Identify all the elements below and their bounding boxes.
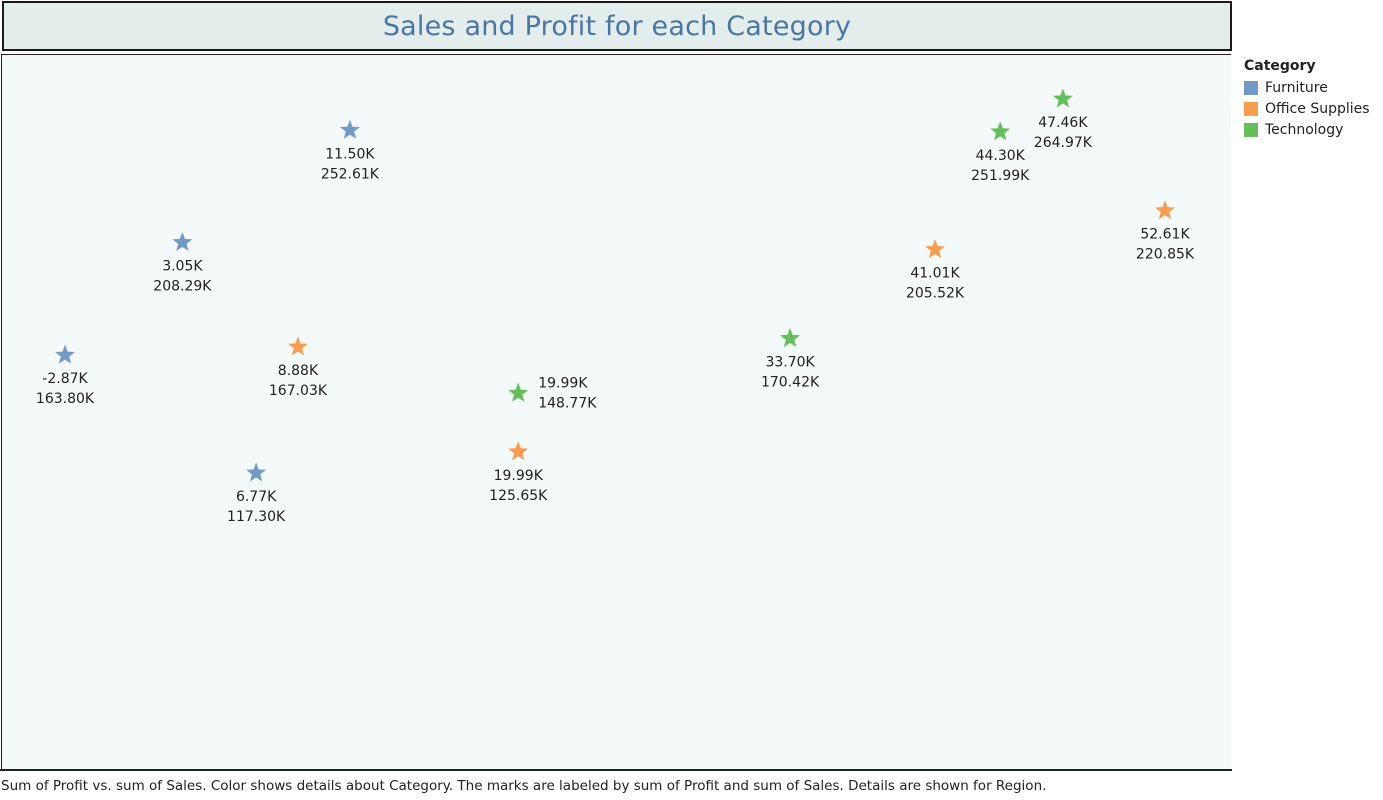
point-label-profit-10: 44.30K [976, 148, 1026, 164]
point-star-technology-11[interactable] [1052, 88, 1073, 108]
scatter-chart: -2.87K 163.80K 3.05K 208.29K 11.50K 252.61K 6.… [36, 88, 1195, 525]
point-label-profit-9: 33.70K [765, 354, 815, 370]
legend-item-office-supplies[interactable]: Office Supplies [1244, 98, 1383, 119]
point-label-sales-9: 170.42K [761, 374, 820, 390]
point-label-sales-10: 251.99K [971, 168, 1030, 184]
point-star-technology-10[interactable] [990, 121, 1011, 141]
legend-swatch-technology [1244, 122, 1258, 137]
legend-swatch-furniture [1244, 80, 1258, 95]
point-star-office-supplies-6[interactable] [925, 239, 945, 259]
point-star-furniture-0[interactable] [55, 344, 75, 364]
point-label-profit-3: 6.77K [236, 489, 277, 505]
plot-area[interactable] [1, 54, 1231, 770]
point-label-sales-1: 208.29K [153, 279, 212, 295]
point-star-furniture-1[interactable] [172, 232, 193, 252]
point-label-sales-7: 220.85K [1136, 247, 1195, 263]
legend-label-furniture: Furniture [1265, 79, 1328, 96]
point-label-sales-4: 167.03K [269, 383, 328, 399]
point-label-sales-0: 163.80K [36, 391, 95, 407]
legend-label-technology: Technology [1265, 121, 1344, 138]
chart-title: Sales and Profit for each Category [382, 10, 852, 42]
legend-swatch-office-supplies [1244, 101, 1258, 116]
point-star-furniture-2[interactable] [339, 119, 360, 139]
point-star-office-supplies-7[interactable] [1155, 200, 1175, 220]
point-star-furniture-3[interactable] [246, 462, 267, 482]
point-label-sales-5: 125.65K [489, 488, 548, 504]
legend-item-technology[interactable]: Technology [1244, 119, 1383, 140]
point-label-sales-3: 117.30K [227, 509, 286, 525]
point-label-profit-8: 19.99K [538, 375, 588, 391]
point-label-sales-11: 264.97K [1034, 135, 1093, 151]
chart-caption: Sum of Profit vs. sum of Sales. Color sh… [1, 778, 1047, 794]
point-label-profit-11: 47.46K [1038, 115, 1088, 131]
point-star-technology-9[interactable] [780, 327, 801, 347]
point-label-profit-6: 41.01K [910, 266, 960, 282]
point-label-sales-8: 148.77K [538, 395, 597, 411]
point-label-profit-1: 3.05K [162, 259, 203, 275]
point-label-profit-7: 52.61K [1140, 227, 1190, 243]
plot-bottom-border [0, 769, 1232, 771]
chart-title-box: Sales and Profit for each Category [2, 1, 1232, 51]
legend-item-furniture[interactable]: Furniture [1244, 77, 1383, 98]
point-label-profit-2: 11.50K [325, 146, 375, 162]
legend-label-office-supplies: Office Supplies [1265, 100, 1370, 117]
point-label-profit-0: -2.87K [42, 371, 88, 387]
point-star-office-supplies-4[interactable] [287, 336, 308, 356]
point-label-sales-6: 205.52K [906, 286, 965, 302]
point-label-profit-4: 8.88K [278, 363, 319, 379]
point-star-office-supplies-5[interactable] [508, 441, 529, 461]
legend: Category Furniture Office Supplies Techn… [1244, 58, 1383, 140]
point-label-profit-5: 19.99K [494, 468, 544, 484]
point-label-sales-2: 252.61K [321, 166, 380, 182]
point-star-technology-8[interactable] [508, 382, 529, 402]
legend-title: Category [1244, 58, 1316, 74]
